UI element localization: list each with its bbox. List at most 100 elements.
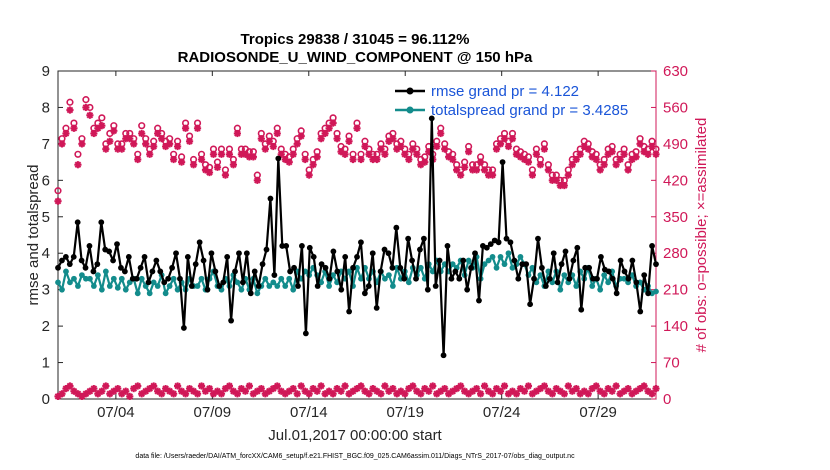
totalspread-point [63,268,69,275]
rmse-point [208,250,215,257]
obs-assimilated-point [377,145,385,153]
totalspread-point [238,286,245,293]
rmse-point [236,250,242,257]
y-tick-right-label: 210 [663,282,688,299]
footer-data-file: data file: /Users/raeder/DAI/ATM_forcXX/… [135,453,575,460]
obs-assimilated-point [357,155,365,164]
rmse-point [381,246,388,253]
obs-rejected-point [548,390,556,398]
obs-rejected-point [652,384,660,393]
rmse-point [511,257,518,264]
totalspread-point [382,275,388,282]
obs-rejected-point [648,390,656,398]
obs-rejected-point [90,384,98,393]
rmse-point [228,317,235,324]
totalspread-point [517,253,524,260]
rmse-point [401,275,408,282]
rmse-point [531,275,537,282]
rmse-point [472,250,478,257]
totalspread-point [154,283,161,289]
rmse-point [149,268,156,275]
obs-possible-point [54,187,62,195]
obs-assimilated-point [285,158,293,166]
obs-rejected-point [612,382,620,390]
y-tick-right-label: 630 [663,63,688,80]
obs-assimilated-point [205,168,214,177]
obs-rejected-point [197,382,206,390]
rmse-point [546,275,553,282]
rmse-point [460,257,467,264]
obs-rejected-point [357,382,365,390]
rmse-point [354,253,360,260]
obs-assimilated-point [225,150,234,158]
totalspread-point [358,275,364,282]
obs-assimilated-point [473,166,481,174]
obs-assimilated-point [257,135,265,143]
obs-assimilated-point [528,171,537,179]
obs-assimilated-point [265,137,273,145]
x-tick-label: 07/14 [290,404,328,421]
totalspread-point [122,286,129,293]
legend-marker-rmse [406,87,414,95]
obs-rejected-point [624,384,632,393]
rmse-point [90,268,97,275]
rmse-point [299,243,305,249]
rmse-point [424,286,431,293]
rmse-point [145,279,152,286]
rmse-point [330,248,337,255]
rmse-point [310,253,317,260]
rmse-point [409,257,415,264]
x-tick-label: 07/09 [194,404,232,421]
obs-rejected-point [114,384,122,393]
rmse-point [157,268,164,275]
rmse-point [625,275,632,282]
totalspread-point [326,283,332,289]
totalspread-point [465,257,472,264]
totalspread-point [493,264,500,271]
obs-assimilated-point [449,155,457,164]
obs-assimilated-point [106,137,114,145]
obs-assimilated-point [437,129,445,138]
obs-rejected-point [592,382,600,390]
totalspread-point [234,279,241,286]
obs-possible-point [98,114,106,122]
obs-assimilated-point [66,106,74,114]
totalspread-point [266,283,273,289]
obs-assimilated-point [441,145,449,153]
totalspread-point [385,272,392,278]
rmse-point [133,275,140,282]
totalspread-point [537,272,544,278]
totalspread-point [162,290,169,297]
rmse-point [578,306,585,313]
obs-assimilated-point [102,145,110,153]
obs-assimilated-point [305,171,313,179]
obs-assimilated-point [154,129,162,138]
obs-rejected-point [480,382,489,390]
rmse-point [428,115,435,122]
legend: rmse grand pr = 4.122 totalspread grand … [395,83,628,119]
rmse-point [86,243,93,249]
rmse-point [302,330,309,337]
obs-assimilated-point [78,140,86,148]
obs-assimilated-point [461,163,469,171]
obs-rejected-point [377,390,385,398]
obs-possible-point [106,129,114,138]
obs-rejected-point [297,382,305,390]
rmse-point [247,290,254,297]
obs-assimilated-point [540,145,548,153]
rmse-point [291,264,297,271]
obs-assimilated-point [592,155,600,164]
obs-rejected-point [500,382,509,390]
rmse-point [594,275,600,282]
obs-assimilated-point [453,166,461,174]
obs-rejected-point [70,387,78,395]
obs-assimilated-point [146,150,154,158]
totalspread-point [170,275,177,282]
obs-assimilated-point [560,181,568,190]
obs-assimilated-point [189,161,198,169]
obs-assimilated-point [568,161,576,169]
obs-rejected-point [457,382,465,390]
obs-rejected-point [317,382,325,390]
rmse-point [94,261,101,268]
rmse-point [432,283,439,289]
